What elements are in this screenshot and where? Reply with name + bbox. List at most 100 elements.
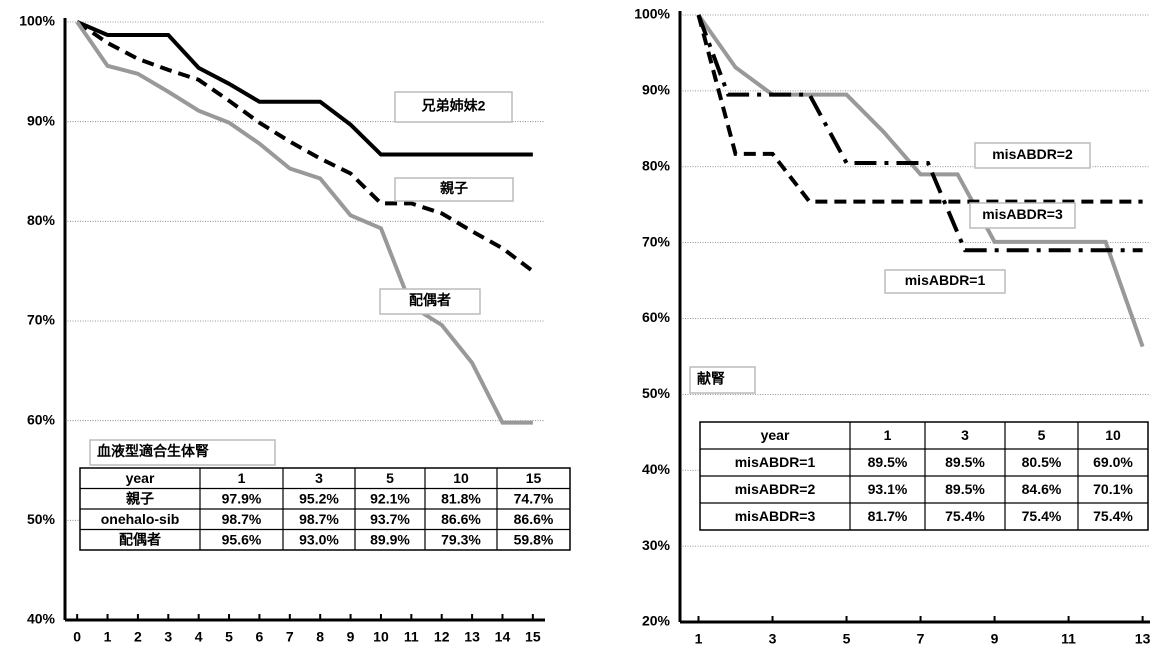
table-cell: 3 xyxy=(315,470,323,486)
table-cell: year xyxy=(126,470,155,486)
x-tick-label: 14 xyxy=(495,629,511,645)
x-tick-label: 5 xyxy=(225,629,233,645)
series-label: misABDR=2 xyxy=(992,146,1073,162)
series-line xyxy=(696,13,1145,348)
annotation: 血液型適合生体腎 xyxy=(97,443,209,459)
table-cell: 89.5% xyxy=(945,454,985,470)
series-label: 配偶者 xyxy=(409,292,451,308)
table-cell: 81.8% xyxy=(441,490,481,506)
table-cell: 15 xyxy=(526,470,542,486)
x-tick-label: 0 xyxy=(73,629,81,645)
table-cell: 92.1% xyxy=(370,490,410,506)
table-cell: 89.5% xyxy=(945,481,985,497)
x-tick-label: 7 xyxy=(286,629,294,645)
table-cell: misABDR=3 xyxy=(735,508,816,524)
annotation: 献腎 xyxy=(697,371,725,387)
x-tick-label: 13 xyxy=(1135,631,1151,647)
x-tick-label: 3 xyxy=(164,629,172,645)
series-line xyxy=(76,20,533,157)
table-cell: 配偶者 xyxy=(119,531,161,547)
series-line xyxy=(696,14,1143,204)
table-cell: 親子 xyxy=(126,490,154,506)
y-tick-label: 80% xyxy=(642,157,671,173)
table-cell: year xyxy=(761,427,790,443)
table-cell: 89.5% xyxy=(868,454,908,470)
series-label: 親子 xyxy=(440,180,468,196)
series-label: misABDR=1 xyxy=(905,272,986,288)
series-label: 兄弟姉妹2 xyxy=(421,98,486,114)
table-cell: 93.1% xyxy=(868,481,908,497)
y-tick-label: 60% xyxy=(27,411,56,427)
table-cell: 97.9% xyxy=(222,490,262,506)
label-box xyxy=(969,202,1076,229)
x-tick-label: 2 xyxy=(134,629,142,645)
x-tick-label: 11 xyxy=(404,629,419,645)
table-cell: 81.7% xyxy=(868,508,908,524)
y-tick-label: 50% xyxy=(27,511,56,527)
table-cell: 98.7% xyxy=(299,511,339,527)
table-cell: 80.5% xyxy=(1022,454,1062,470)
table-cell: 93.0% xyxy=(299,531,339,547)
x-tick-label: 1 xyxy=(104,629,112,645)
table-cell: misABDR=2 xyxy=(735,481,816,497)
series-line xyxy=(76,20,535,273)
label-box xyxy=(379,288,481,315)
x-tick-label: 6 xyxy=(256,629,264,645)
y-tick-label: 90% xyxy=(642,82,671,98)
table-cell: 75.4% xyxy=(1093,508,1133,524)
table-cell: 10 xyxy=(1105,427,1121,443)
y-tick-label: 20% xyxy=(642,613,671,629)
y-tick-label: 60% xyxy=(642,309,671,325)
table-cell: 1 xyxy=(884,427,892,443)
x-tick-label: 15 xyxy=(525,629,541,645)
label-box xyxy=(394,177,514,202)
table-cell: misABDR=1 xyxy=(735,454,816,470)
table-cell: 10 xyxy=(453,470,469,486)
x-tick-label: 4 xyxy=(195,629,203,645)
annotation-box xyxy=(89,439,276,466)
table-cell: 1 xyxy=(238,470,246,486)
table-cell: 70.1% xyxy=(1093,481,1133,497)
table-cell: 69.0% xyxy=(1093,454,1133,470)
table-cell: 75.4% xyxy=(945,508,985,524)
x-tick-label: 7 xyxy=(917,631,925,647)
table-cell: 5 xyxy=(386,470,394,486)
table-cell: 84.6% xyxy=(1022,481,1062,497)
label-box xyxy=(884,269,1006,294)
series-line xyxy=(75,20,533,425)
x-tick-label: 12 xyxy=(434,629,450,645)
y-tick-label: 40% xyxy=(27,611,56,627)
annotation-box xyxy=(689,366,756,394)
y-tick-label: 80% xyxy=(27,212,56,228)
table-cell: onehalo-sib xyxy=(101,511,180,527)
table-cell: 59.8% xyxy=(514,531,554,547)
x-tick-label: 13 xyxy=(464,629,480,645)
table-cell: 86.6% xyxy=(514,511,554,527)
y-tick-label: 50% xyxy=(642,385,671,401)
series-label: misABDR=3 xyxy=(982,206,1063,222)
y-tick-label: 40% xyxy=(642,461,671,477)
x-tick-label: 9 xyxy=(347,629,355,645)
y-tick-label: 70% xyxy=(642,233,671,249)
table-cell: 89.9% xyxy=(370,531,410,547)
y-tick-label: 100% xyxy=(19,13,55,29)
series-line xyxy=(696,14,1143,253)
table-cell: 79.3% xyxy=(441,531,481,547)
y-tick-label: 70% xyxy=(27,312,56,328)
x-tick-label: 5 xyxy=(843,631,851,647)
x-tick-label: 3 xyxy=(769,631,777,647)
table-cell: 3 xyxy=(961,427,969,443)
table-cell: 74.7% xyxy=(514,490,554,506)
x-tick-label: 11 xyxy=(1061,631,1076,647)
table-cell: 5 xyxy=(1038,427,1046,443)
table-cell: 95.6% xyxy=(222,531,262,547)
x-tick-label: 10 xyxy=(373,629,389,645)
x-tick-label: 9 xyxy=(991,631,999,647)
label-box xyxy=(394,91,513,123)
x-tick-label: 1 xyxy=(695,631,703,647)
table-cell: 75.4% xyxy=(1022,508,1062,524)
table-cell: 98.7% xyxy=(222,511,262,527)
y-tick-label: 100% xyxy=(634,6,670,22)
table-cell: 93.7% xyxy=(370,511,410,527)
